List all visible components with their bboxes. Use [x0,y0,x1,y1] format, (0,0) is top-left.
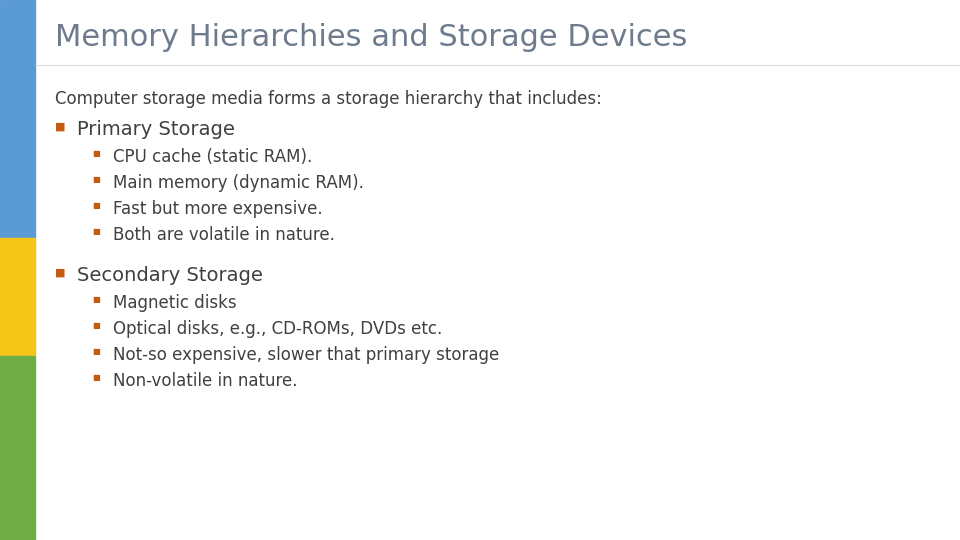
Text: Primary Storage: Primary Storage [77,120,234,139]
Text: ■: ■ [92,175,101,184]
Text: CPU cache (static RAM).: CPU cache (static RAM). [112,148,312,166]
Text: ■: ■ [92,149,101,158]
Text: ■: ■ [92,373,101,382]
Bar [0,238,35,356]
Text: Optical disks, e.g., CD-ROMs, DVDs etc.: Optical disks, e.g., CD-ROMs, DVDs etc. [112,320,442,338]
Bar [0,356,35,540]
Text: Secondary Storage: Secondary Storage [77,266,262,285]
Text: ■: ■ [55,268,65,278]
Text: Not-so expensive, slower that primary storage: Not-so expensive, slower that primary st… [112,346,499,364]
Text: ■: ■ [55,122,65,132]
Text: Computer storage media forms a storage hierarchy that includes:: Computer storage media forms a storage h… [55,90,601,108]
Text: Both are volatile in nature.: Both are volatile in nature. [112,226,334,244]
Text: Memory Hierarchies and Storage Devices: Memory Hierarchies and Storage Devices [55,24,687,52]
Text: Fast but more expensive.: Fast but more expensive. [112,200,323,218]
Bar [0,0,35,238]
Text: Main memory (dynamic RAM).: Main memory (dynamic RAM). [112,174,364,192]
Text: ■: ■ [92,227,101,236]
Text: ■: ■ [92,321,101,330]
Text: ■: ■ [92,347,101,356]
Text: Non-volatile in nature.: Non-volatile in nature. [112,372,297,390]
Text: Magnetic disks: Magnetic disks [112,294,236,312]
Text: ■: ■ [92,201,101,210]
Text: ■: ■ [92,295,101,304]
